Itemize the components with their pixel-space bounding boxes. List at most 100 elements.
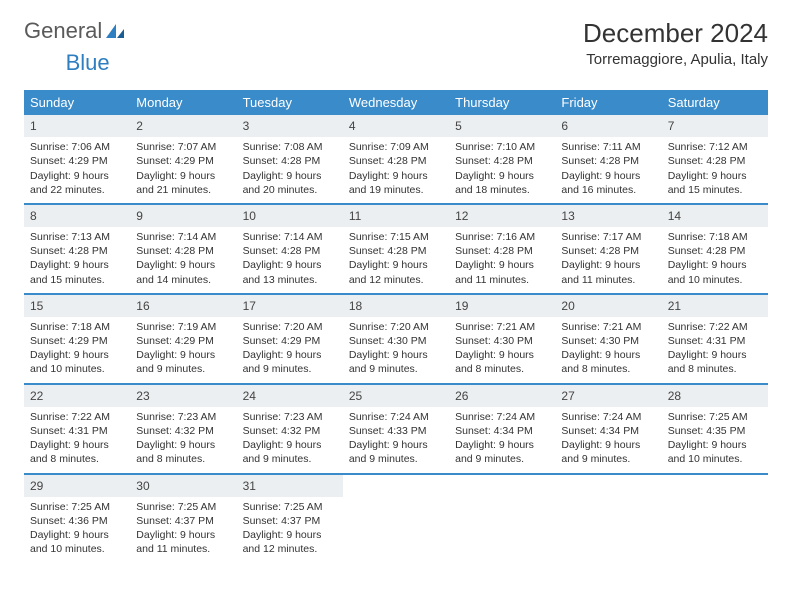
day-details: Sunrise: 7:24 AMSunset: 4:34 PMDaylight:… xyxy=(449,407,555,473)
day-number: 31 xyxy=(237,475,343,497)
sunrise-text: Sunrise: 7:19 AM xyxy=(136,320,230,334)
sunrise-text: Sunrise: 7:14 AM xyxy=(243,230,337,244)
sunrise-text: Sunrise: 7:25 AM xyxy=(668,410,762,424)
daylight-text: Daylight: 9 hours xyxy=(561,258,655,272)
weekday-header: Sunday xyxy=(24,90,130,115)
daylight-text: and 11 minutes. xyxy=(561,273,655,287)
sunrise-text: Sunrise: 7:12 AM xyxy=(668,140,762,154)
day-details: Sunrise: 7:18 AMSunset: 4:29 PMDaylight:… xyxy=(24,317,130,383)
daylight-text: and 15 minutes. xyxy=(668,183,762,197)
calendar-day-cell: 10Sunrise: 7:14 AMSunset: 4:28 PMDayligh… xyxy=(237,204,343,294)
day-number: 23 xyxy=(130,385,236,407)
day-details: Sunrise: 7:21 AMSunset: 4:30 PMDaylight:… xyxy=(449,317,555,383)
title-block: December 2024 Torremaggiore, Apulia, Ita… xyxy=(583,18,768,68)
calendar-day-cell: 24Sunrise: 7:23 AMSunset: 4:32 PMDayligh… xyxy=(237,384,343,474)
day-number: 3 xyxy=(237,115,343,137)
sunset-text: Sunset: 4:28 PM xyxy=(136,244,230,258)
sunset-text: Sunset: 4:30 PM xyxy=(561,334,655,348)
daylight-text: and 16 minutes. xyxy=(561,183,655,197)
daylight-text: Daylight: 9 hours xyxy=(349,169,443,183)
calendar-day-cell: 5Sunrise: 7:10 AMSunset: 4:28 PMDaylight… xyxy=(449,115,555,204)
calendar-day-cell: 3Sunrise: 7:08 AMSunset: 4:28 PMDaylight… xyxy=(237,115,343,204)
calendar-day-cell: ..... xyxy=(555,474,661,563)
daylight-text: and 10 minutes. xyxy=(30,542,124,556)
sunset-text: Sunset: 4:37 PM xyxy=(136,514,230,528)
sunrise-text: Sunrise: 7:07 AM xyxy=(136,140,230,154)
calendar-day-cell: 27Sunrise: 7:24 AMSunset: 4:34 PMDayligh… xyxy=(555,384,661,474)
daylight-text: and 18 minutes. xyxy=(455,183,549,197)
daylight-text: and 20 minutes. xyxy=(243,183,337,197)
day-details: Sunrise: 7:15 AMSunset: 4:28 PMDaylight:… xyxy=(343,227,449,293)
daylight-text: Daylight: 9 hours xyxy=(668,169,762,183)
calendar-day-cell: 11Sunrise: 7:15 AMSunset: 4:28 PMDayligh… xyxy=(343,204,449,294)
day-details: Sunrise: 7:08 AMSunset: 4:28 PMDaylight:… xyxy=(237,137,343,203)
calendar-day-cell: 21Sunrise: 7:22 AMSunset: 4:31 PMDayligh… xyxy=(662,294,768,384)
daylight-text: and 9 minutes. xyxy=(561,452,655,466)
daylight-text: Daylight: 9 hours xyxy=(668,438,762,452)
day-number: 26 xyxy=(449,385,555,407)
daylight-text: and 8 minutes. xyxy=(561,362,655,376)
day-number: 29 xyxy=(24,475,130,497)
daylight-text: and 9 minutes. xyxy=(243,452,337,466)
sunrise-text: Sunrise: 7:21 AM xyxy=(561,320,655,334)
sunrise-text: Sunrise: 7:11 AM xyxy=(561,140,655,154)
calendar-table: SundayMondayTuesdayWednesdayThursdayFrid… xyxy=(24,90,768,562)
sunset-text: Sunset: 4:35 PM xyxy=(668,424,762,438)
sunset-text: Sunset: 4:34 PM xyxy=(455,424,549,438)
day-number: 19 xyxy=(449,295,555,317)
daylight-text: Daylight: 9 hours xyxy=(243,169,337,183)
calendar-week-row: 29Sunrise: 7:25 AMSunset: 4:36 PMDayligh… xyxy=(24,474,768,563)
daylight-text: Daylight: 9 hours xyxy=(243,528,337,542)
sunset-text: Sunset: 4:37 PM xyxy=(243,514,337,528)
day-number: 6 xyxy=(555,115,661,137)
sunrise-text: Sunrise: 7:20 AM xyxy=(349,320,443,334)
sunrise-text: Sunrise: 7:25 AM xyxy=(30,500,124,514)
daylight-text: Daylight: 9 hours xyxy=(136,169,230,183)
day-number: 4 xyxy=(343,115,449,137)
calendar-day-cell: 13Sunrise: 7:17 AMSunset: 4:28 PMDayligh… xyxy=(555,204,661,294)
sunrise-text: Sunrise: 7:24 AM xyxy=(561,410,655,424)
sunset-text: Sunset: 4:28 PM xyxy=(561,154,655,168)
day-number: 18 xyxy=(343,295,449,317)
daylight-text: and 9 minutes. xyxy=(349,452,443,466)
calendar-day-cell: 20Sunrise: 7:21 AMSunset: 4:30 PMDayligh… xyxy=(555,294,661,384)
calendar-day-cell: 7Sunrise: 7:12 AMSunset: 4:28 PMDaylight… xyxy=(662,115,768,204)
calendar-day-cell: 14Sunrise: 7:18 AMSunset: 4:28 PMDayligh… xyxy=(662,204,768,294)
daylight-text: Daylight: 9 hours xyxy=(349,348,443,362)
day-details: Sunrise: 7:19 AMSunset: 4:29 PMDaylight:… xyxy=(130,317,236,383)
day-details: Sunrise: 7:25 AMSunset: 4:37 PMDaylight:… xyxy=(237,497,343,563)
daylight-text: Daylight: 9 hours xyxy=(136,348,230,362)
daylight-text: Daylight: 9 hours xyxy=(136,258,230,272)
brand-logo: General xyxy=(24,18,126,44)
calendar-day-cell: 25Sunrise: 7:24 AMSunset: 4:33 PMDayligh… xyxy=(343,384,449,474)
daylight-text: Daylight: 9 hours xyxy=(561,348,655,362)
calendar-day-cell: 4Sunrise: 7:09 AMSunset: 4:28 PMDaylight… xyxy=(343,115,449,204)
sunset-text: Sunset: 4:30 PM xyxy=(455,334,549,348)
sunset-text: Sunset: 4:29 PM xyxy=(30,154,124,168)
weekday-header: Friday xyxy=(555,90,661,115)
sunset-text: Sunset: 4:31 PM xyxy=(668,334,762,348)
daylight-text: Daylight: 9 hours xyxy=(136,438,230,452)
day-number: 5 xyxy=(449,115,555,137)
day-details: Sunrise: 7:20 AMSunset: 4:30 PMDaylight:… xyxy=(343,317,449,383)
daylight-text: Daylight: 9 hours xyxy=(243,438,337,452)
sunset-text: Sunset: 4:31 PM xyxy=(30,424,124,438)
day-number: 13 xyxy=(555,205,661,227)
daylight-text: and 22 minutes. xyxy=(30,183,124,197)
day-number: 27 xyxy=(555,385,661,407)
day-details: Sunrise: 7:18 AMSunset: 4:28 PMDaylight:… xyxy=(662,227,768,293)
day-details: Sunrise: 7:09 AMSunset: 4:28 PMDaylight:… xyxy=(343,137,449,203)
day-number: 11 xyxy=(343,205,449,227)
calendar-day-cell: ..... xyxy=(662,474,768,563)
daylight-text: Daylight: 9 hours xyxy=(455,348,549,362)
sunrise-text: Sunrise: 7:06 AM xyxy=(30,140,124,154)
location-text: Torremaggiore, Apulia, Italy xyxy=(583,51,768,68)
day-details: Sunrise: 7:12 AMSunset: 4:28 PMDaylight:… xyxy=(662,137,768,203)
daylight-text: Daylight: 9 hours xyxy=(455,438,549,452)
day-number: 8 xyxy=(24,205,130,227)
day-number: 14 xyxy=(662,205,768,227)
sunrise-text: Sunrise: 7:20 AM xyxy=(243,320,337,334)
sunset-text: Sunset: 4:30 PM xyxy=(349,334,443,348)
weekday-header: Wednesday xyxy=(343,90,449,115)
day-details: Sunrise: 7:23 AMSunset: 4:32 PMDaylight:… xyxy=(237,407,343,473)
